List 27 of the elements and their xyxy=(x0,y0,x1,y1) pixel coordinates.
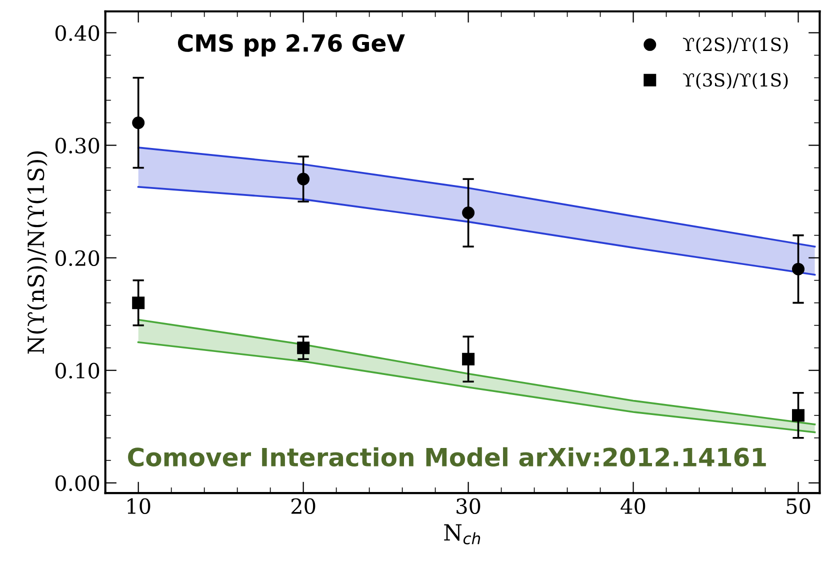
line-series xyxy=(137,341,816,434)
legend-label: ϒ(2S)/ϒ(1S) xyxy=(682,37,788,54)
x-tick-label: 20 xyxy=(291,498,316,514)
y-tick-label: 0.30 xyxy=(55,138,100,154)
y-tick-label: 0.40 xyxy=(55,25,100,41)
line-series xyxy=(137,186,816,276)
y-tick-label: 0.10 xyxy=(55,362,100,379)
x-axis-title: N$_{ch}$ xyxy=(444,524,480,544)
annotation: Comover Interaction Model arXiv:2012.14161 xyxy=(128,447,766,467)
point xyxy=(132,116,145,130)
x-tick-label: 40 xyxy=(620,498,646,514)
point xyxy=(792,262,805,276)
point xyxy=(462,352,475,366)
x-tick-label: 50 xyxy=(786,498,810,514)
legend-label: ϒ(3S)/ϒ(1S) xyxy=(682,72,788,90)
y-axis-title: N(ϒ(nS))/N(ϒ(1S)) xyxy=(27,151,48,354)
annotation: CMS pp 2.76 GeV xyxy=(178,34,405,56)
point xyxy=(297,342,310,354)
point xyxy=(297,172,310,186)
y-tick-label: 0.20 xyxy=(55,250,100,266)
point xyxy=(132,296,145,310)
y-tick-label: 0.00 xyxy=(55,475,100,492)
point xyxy=(792,409,805,422)
x-tick-label: 10 xyxy=(128,498,150,514)
line-series xyxy=(137,146,816,248)
point xyxy=(462,206,475,220)
x-tick-label: 30 xyxy=(456,498,480,514)
